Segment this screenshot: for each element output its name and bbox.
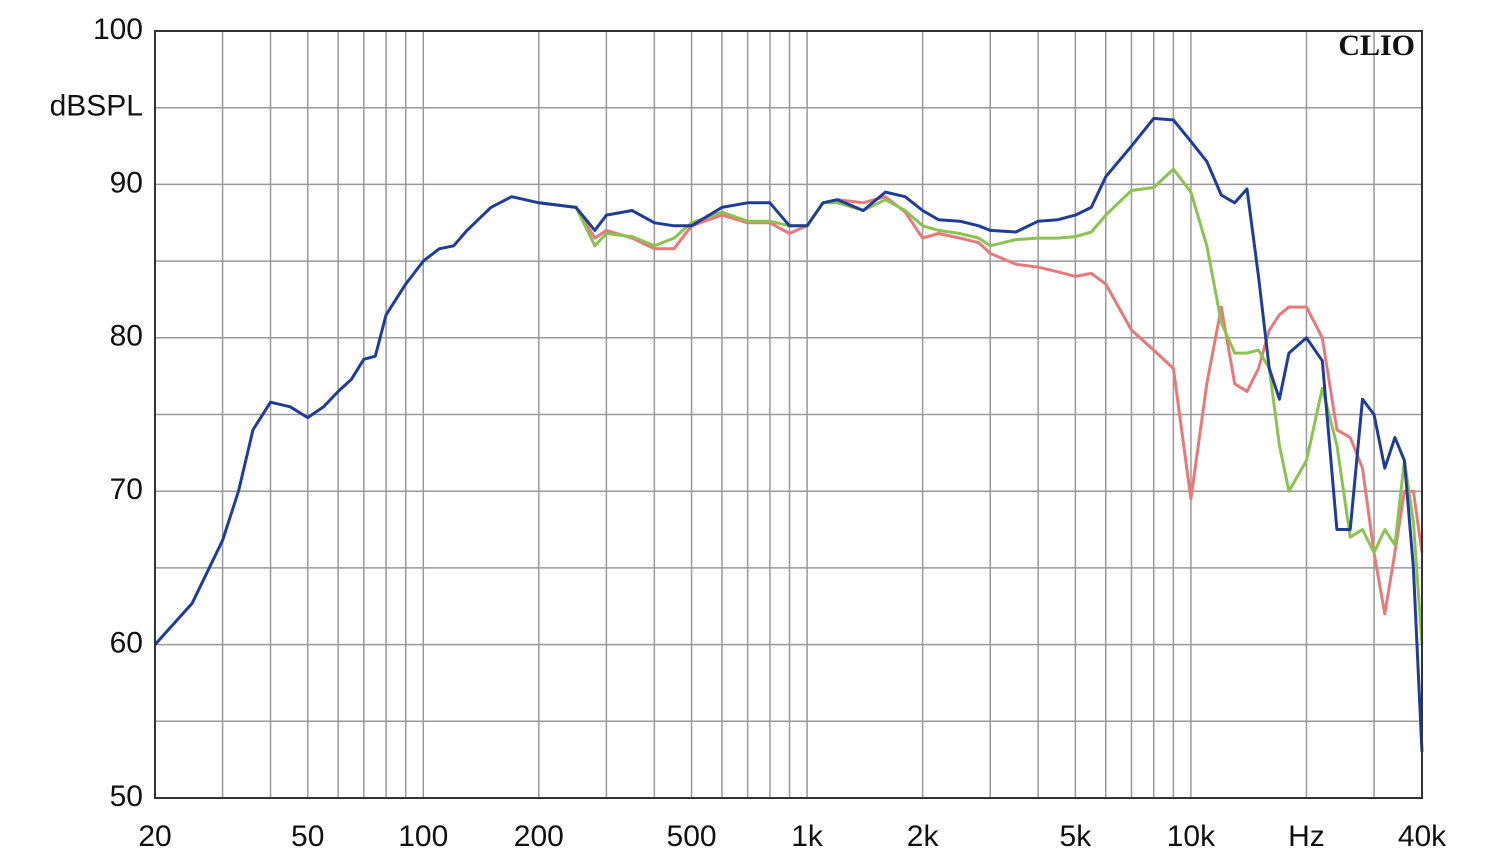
x-tick-label: 200 bbox=[514, 820, 564, 853]
y-tick-label: 90 bbox=[110, 166, 143, 199]
grid bbox=[154, 30, 1423, 799]
series-line bbox=[153, 116, 1424, 753]
x-tick-label: 10k bbox=[1167, 820, 1216, 853]
x-tick-label: 5k bbox=[1060, 820, 1093, 853]
x-tick-label: 1k bbox=[791, 820, 824, 853]
x-tick-label: 100 bbox=[398, 820, 448, 853]
x-tick-label: 500 bbox=[667, 820, 717, 853]
x-tick-label: 50 bbox=[291, 820, 324, 853]
y-tick-label: 100 bbox=[93, 13, 143, 46]
lines bbox=[153, 116, 1424, 753]
y-axis-label: dBSPL bbox=[50, 90, 143, 123]
y-tick-label: 50 bbox=[110, 780, 143, 813]
x-tick-label: 20 bbox=[138, 820, 171, 853]
series-line bbox=[538, 167, 1424, 645]
y-tick-label: 70 bbox=[110, 473, 143, 506]
x-tick-label: Hz bbox=[1288, 820, 1325, 853]
y-tick-label: 80 bbox=[110, 320, 143, 353]
annotation: CLIO bbox=[1338, 29, 1415, 62]
y-tick-label: 60 bbox=[110, 627, 143, 660]
x-tick-label: 2k bbox=[907, 820, 940, 853]
series-line bbox=[538, 195, 1424, 616]
plot-frame bbox=[154, 30, 1423, 799]
x-tick-label: 40k bbox=[1398, 820, 1447, 853]
